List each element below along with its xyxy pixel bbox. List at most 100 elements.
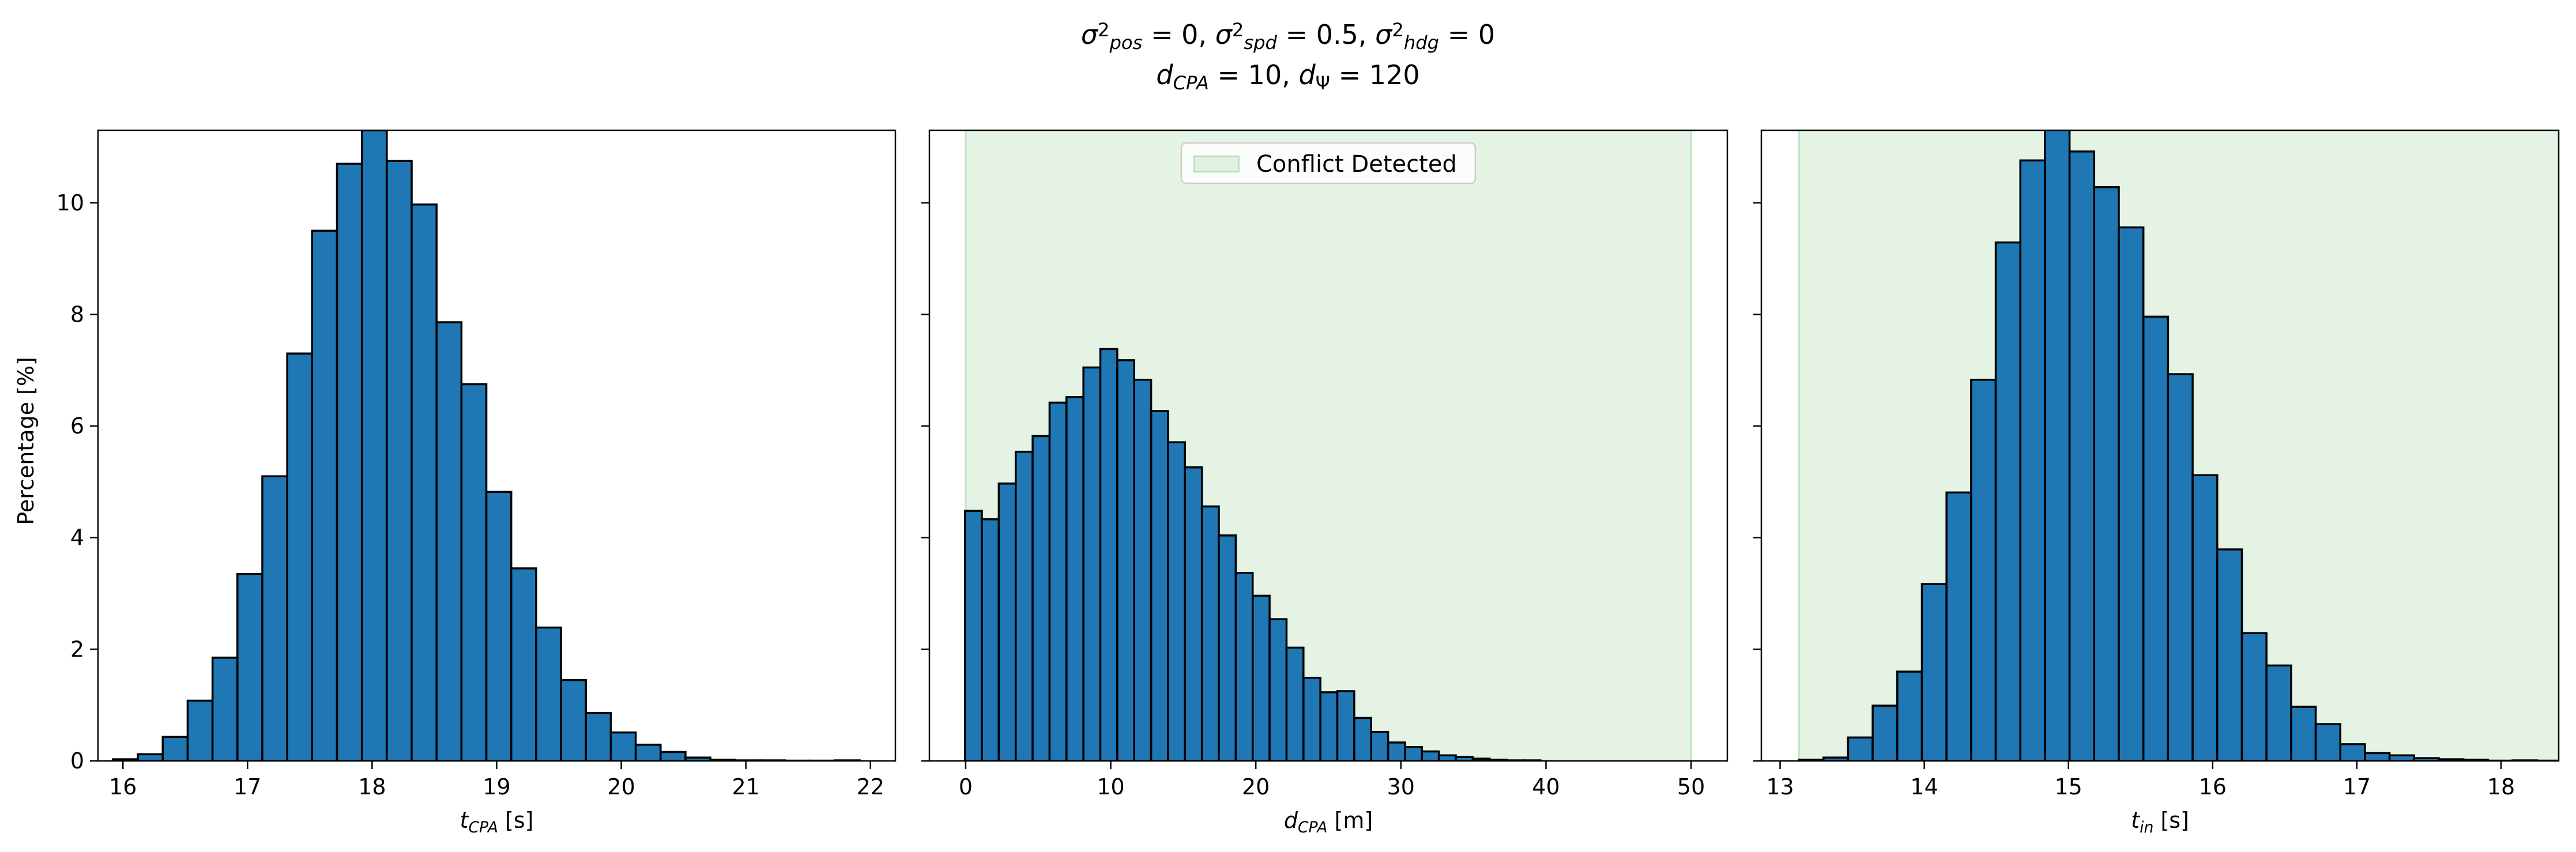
y-tick-label: 2 — [70, 636, 84, 662]
x-tick-label: 16 — [109, 774, 137, 800]
figure-title-line-1: σ2pos = 0, σ2spd = 0.5, σ2hdg = 0 — [1081, 19, 1495, 54]
x-tick-label: 21 — [732, 774, 760, 800]
histogram-bar — [2068, 150, 2096, 761]
x-tick-label: 13 — [1766, 774, 1794, 800]
histogram-bar — [535, 626, 562, 761]
histogram-bar — [161, 736, 189, 761]
y-tick-label: 10 — [57, 190, 84, 216]
histogram-bar — [386, 160, 413, 761]
histogram-bar — [137, 753, 164, 761]
histogram-bar — [1871, 704, 1899, 761]
subplot-2: 0 10 20 30 40 50 dCPA [m] Conflict Detected — [921, 129, 1728, 836]
legend-swatch — [1193, 155, 1240, 173]
axes-frame — [1760, 129, 2560, 762]
histogram-bar — [1048, 401, 1068, 761]
histogram-bar — [1387, 741, 1406, 761]
histogram-bar — [560, 678, 587, 761]
histogram-bar — [460, 383, 488, 761]
histogram-bar — [2265, 664, 2292, 761]
histogram-bar — [997, 482, 1017, 761]
x-tick-label: 20 — [1242, 774, 1270, 800]
histogram-bar — [336, 163, 363, 761]
histogram-bar — [2118, 226, 2145, 761]
histogram-bar — [1353, 717, 1373, 761]
histogram-bar — [2019, 159, 2046, 761]
histogram-bar — [1896, 670, 1923, 761]
y-axis-label: Percentage [%] — [13, 357, 39, 525]
histogram-bar — [1970, 379, 1997, 761]
histogram-bar — [1116, 359, 1135, 761]
histogram-bar — [485, 491, 513, 761]
histogram-bar — [2142, 315, 2170, 761]
histogram-bar — [1167, 441, 1187, 761]
histogram-bar — [1945, 491, 1972, 761]
x-axis-label: tCPA [s] — [460, 808, 534, 836]
histogram-bar — [1031, 435, 1051, 761]
x-tick-label: 14 — [1910, 774, 1938, 800]
x-tick-label: 40 — [1532, 774, 1560, 800]
histogram-bar — [585, 711, 612, 761]
histogram-bar — [2167, 373, 2194, 761]
subplot-3: 13 14 15 16 17 18 tin [s] — [1753, 129, 2560, 836]
legend-label: Conflict Detected — [1256, 151, 1457, 178]
x-axis-label: tin [s] — [2131, 808, 2189, 836]
histogram-bar — [1251, 594, 1271, 761]
x-tick-label: 15 — [2055, 774, 2082, 800]
x-tick-label: 30 — [1387, 774, 1415, 800]
axes-frame — [928, 129, 1728, 762]
histogram-bar — [2314, 723, 2341, 761]
y-tick-label: 8 — [70, 301, 84, 327]
histogram-bar — [1421, 750, 1440, 761]
histogram-bar — [1302, 676, 1321, 761]
histogram-bar — [360, 130, 388, 761]
histogram-bar — [2216, 548, 2243, 761]
histogram-bar — [410, 203, 438, 761]
histogram-bar — [1994, 241, 2021, 761]
histogram-bar — [261, 475, 288, 761]
x-tick-label: 16 — [2199, 774, 2227, 800]
x-tick-label: 0 — [959, 774, 973, 800]
histogram-bar — [1133, 379, 1153, 761]
subplot-panels: 16 17 18 19 20 21 22 0 2 4 6 8 10 tCPA [s] 0 10 20 30 40 50… — [57, 129, 2560, 836]
histogram-bar — [1847, 736, 1874, 761]
y-tick-label: 6 — [70, 413, 84, 439]
histogram-bar — [286, 352, 314, 761]
x-tick-label: 10 — [1097, 774, 1124, 800]
legend: Conflict Detected — [1180, 142, 1477, 184]
histogram-bar — [1150, 410, 1169, 761]
histogram-bar — [963, 510, 983, 761]
histogram-bar — [2044, 130, 2071, 761]
histogram-bar — [1218, 534, 1237, 761]
histogram-bar — [1319, 691, 1339, 761]
histogram-bar — [2364, 752, 2391, 761]
histogram-bar — [1336, 690, 1355, 761]
histogram-bar — [609, 731, 637, 761]
plot-area — [112, 130, 861, 761]
histogram-bar — [1234, 571, 1254, 761]
histogram-bar — [1065, 396, 1084, 761]
y-tick-label: 0 — [70, 748, 84, 774]
histogram-bar — [1099, 348, 1118, 761]
histogram-bar — [2093, 186, 2120, 761]
plot-area — [1798, 130, 2559, 761]
histogram-bar — [2191, 474, 2219, 761]
histogram-bar — [510, 567, 537, 761]
y-tick-label: 4 — [70, 525, 84, 551]
histogram-bar — [634, 744, 662, 761]
x-tick-label: 22 — [857, 774, 884, 800]
x-tick-label: 18 — [2487, 774, 2515, 800]
histogram-bar — [211, 657, 239, 761]
histogram-bar — [311, 229, 338, 761]
histogram-bar — [1920, 583, 1948, 761]
histogram-bar — [1268, 618, 1288, 761]
histogram-bar — [1370, 730, 1389, 761]
x-tick-label: 50 — [1677, 774, 1705, 800]
histogram-bar — [1184, 466, 1203, 761]
x-tick-label: 17 — [2343, 774, 2371, 800]
histogram-bar — [1200, 505, 1220, 761]
histogram-bar — [1014, 450, 1034, 761]
histogram-bar — [1404, 746, 1423, 761]
figure-title-line-2: dCPA = 10, dΨ = 120 — [1156, 59, 1419, 94]
plot-area — [963, 130, 1692, 761]
